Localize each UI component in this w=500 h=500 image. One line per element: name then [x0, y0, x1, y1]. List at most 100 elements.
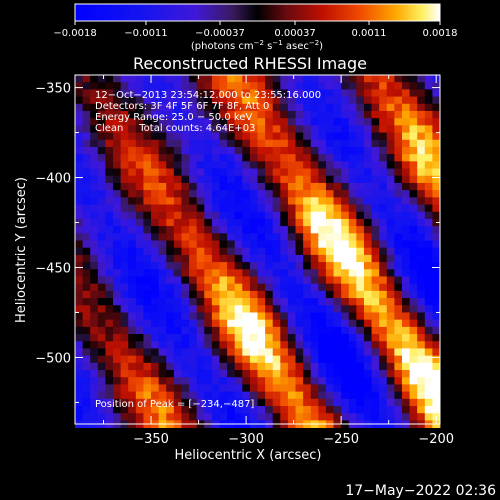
heatmap-cell: [249, 82, 258, 90]
heatmap-cell: [363, 391, 372, 400]
heatmap-cell: [265, 262, 274, 270]
heatmap-cell: [143, 168, 152, 177]
heatmap-cell: [219, 146, 228, 155]
heatmap-cell: [363, 247, 372, 256]
heatmap-cell: [272, 391, 281, 400]
heatmap-cell: [401, 319, 410, 328]
heatmap-cell: [424, 211, 433, 220]
heatmap-cell: [265, 96, 274, 105]
heatmap-cell: [227, 269, 236, 277]
heatmap-cell: [257, 319, 266, 328]
heatmap-cell: [166, 125, 175, 133]
heatmap-cell: [341, 240, 350, 249]
heatmap-cell: [417, 154, 426, 162]
heatmap-cell: [189, 82, 198, 90]
heatmap-cell: [158, 398, 167, 407]
heatmap-cell: [90, 398, 99, 407]
heatmap-cell: [303, 211, 312, 220]
heatmap-cell: [105, 334, 114, 342]
heatmap-cell: [280, 290, 289, 299]
heatmap-cell: [166, 377, 175, 385]
heatmap-cell: [204, 204, 213, 213]
heatmap-cell: [234, 283, 243, 292]
heatmap-cell: [105, 312, 114, 321]
heatmap-cell: [386, 161, 395, 169]
heatmap-cell: [371, 276, 380, 285]
heatmap-cell: [82, 168, 91, 177]
heatmap-cell: [348, 254, 357, 263]
heatmap-cell: [379, 139, 388, 148]
heatmap-cell: [280, 334, 289, 342]
heatmap-cell: [318, 326, 327, 335]
heatmap-cell: [166, 406, 175, 414]
heatmap-cell: [409, 326, 418, 335]
heatmap-cell: [386, 139, 395, 148]
heatmap-cell: [211, 398, 220, 407]
heatmap-cell: [82, 118, 91, 126]
heatmap-cell: [394, 82, 403, 90]
heatmap-cell: [158, 168, 167, 177]
heatmap-cell: [211, 247, 220, 256]
heatmap-cell: [379, 362, 388, 371]
heatmap-cell: [204, 341, 213, 349]
heatmap-cell: [348, 362, 357, 371]
heatmap-cell: [394, 254, 403, 263]
heatmap-cell: [105, 118, 114, 126]
heatmap-cell: [90, 305, 99, 313]
heatmap-cell: [158, 139, 167, 148]
heatmap-cell: [265, 384, 274, 393]
heatmap-cell: [135, 82, 144, 90]
heatmap-cell: [75, 247, 83, 256]
heatmap-cell: [166, 103, 175, 112]
heatmap-cell: [211, 305, 220, 313]
heatmap-cell: [189, 240, 198, 249]
heatmap-cell: [432, 190, 441, 198]
heatmap-cell: [90, 355, 99, 364]
heatmap-cell: [158, 298, 167, 306]
heatmap-cell: [120, 190, 129, 198]
heatmap-cell: [295, 110, 304, 119]
heatmap-cell: [196, 298, 205, 306]
heatmap-cell: [90, 269, 99, 277]
heatmap-cell: [424, 355, 433, 364]
colorbar-tick-label: −0.0018: [53, 28, 96, 39]
heatmap-cell: [128, 182, 137, 191]
heatmap-cell: [432, 355, 441, 364]
heatmap-cell: [386, 283, 395, 292]
heatmap-cell: [90, 362, 99, 371]
heatmap-cell: [295, 190, 304, 198]
heatmap-cell: [113, 283, 122, 292]
heatmap-cell: [287, 398, 296, 407]
heatmap-cell: [158, 391, 167, 400]
heatmap-cell: [379, 312, 388, 321]
heatmap-cell: [341, 319, 350, 328]
heatmap-cell: [401, 125, 410, 133]
heatmap-cell: [75, 391, 83, 400]
heatmap-cell: [379, 125, 388, 133]
heatmap-cell: [128, 125, 137, 133]
heatmap-cell: [158, 146, 167, 155]
heatmap-cell: [82, 391, 91, 400]
heatmap-cell: [128, 146, 137, 155]
heatmap-cell: [90, 82, 99, 90]
heatmap-cell: [181, 334, 190, 342]
detectors-text: Detectors: 3F 4F 5F 6F 7F 8F, Att 0: [95, 101, 269, 112]
heatmap-cell: [318, 319, 327, 328]
heatmap-cell: [242, 197, 251, 205]
heatmap-cell: [196, 139, 205, 148]
heatmap-cell: [234, 413, 243, 421]
heatmap-cell: [219, 132, 228, 141]
heatmap-cell: [82, 110, 91, 119]
heatmap-cell: [287, 175, 296, 184]
heatmap-cell: [75, 290, 83, 299]
heatmap-cell: [82, 319, 91, 328]
heatmap-cell: [82, 204, 91, 213]
heatmap-cell: [341, 190, 350, 198]
heatmap-cell: [325, 398, 334, 407]
heatmap-cell: [348, 276, 357, 285]
heatmap-cell: [287, 254, 296, 263]
heatmap-cell: [151, 254, 160, 263]
heatmap-cell: [371, 262, 380, 270]
heatmap-cell: [97, 377, 106, 385]
heatmap-cell: [333, 406, 342, 414]
